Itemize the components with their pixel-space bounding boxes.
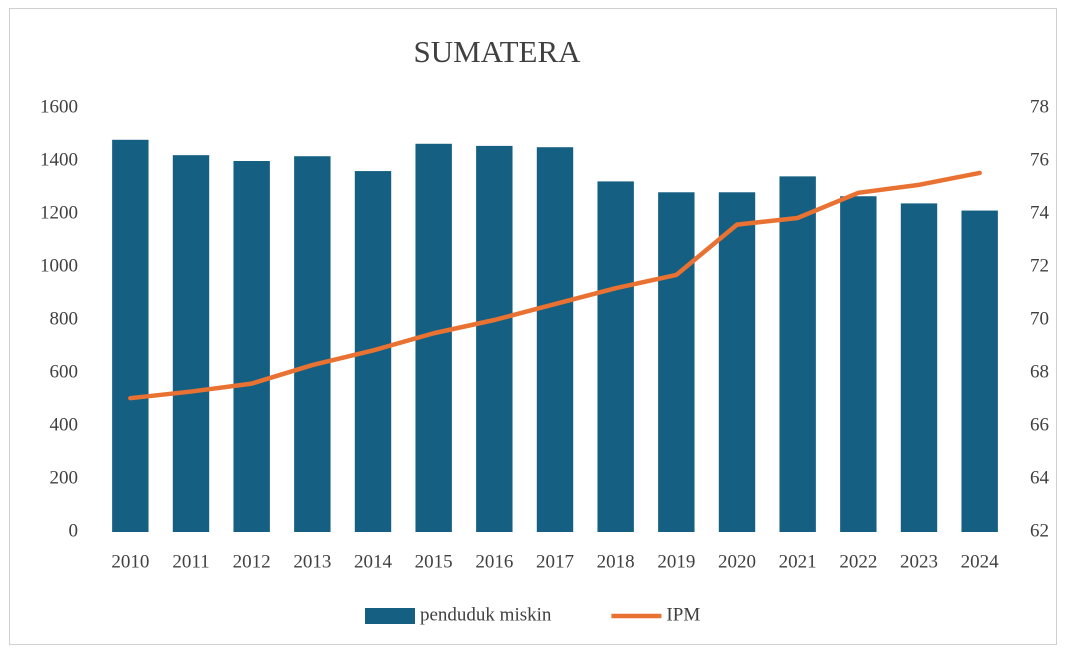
y2-tick-label: 66 — [1030, 414, 1049, 435]
y-tick-label: 1400 — [40, 149, 78, 170]
bar — [779, 176, 816, 532]
y-tick-label: 0 — [69, 520, 79, 541]
y2-tick-label: 74 — [1030, 202, 1050, 223]
x-tick-label: 2021 — [779, 551, 817, 572]
y-tick-label: 1000 — [40, 255, 78, 276]
x-tick-label: 2023 — [900, 551, 938, 572]
x-tick-label: 2016 — [475, 551, 513, 572]
x-tick-label: 2024 — [961, 551, 1000, 572]
bar — [294, 156, 331, 533]
line — [128, 170, 982, 401]
x-tick-label: 2018 — [597, 551, 635, 572]
y-tick-label: 1600 — [40, 96, 78, 117]
legend-label: penduduk miskin — [420, 604, 552, 625]
y2-tick-label: 70 — [1030, 308, 1049, 329]
x-tick-label: 2015 — [415, 551, 453, 572]
x-tick-label: 2012 — [233, 551, 271, 572]
bar — [172, 155, 210, 533]
y2-tick-label: 72 — [1030, 255, 1049, 276]
chart-title: SUMATERA — [413, 34, 581, 69]
bar — [476, 145, 513, 532]
x-tick-label: 2017 — [536, 551, 574, 572]
x-tick-label: 2014 — [354, 551, 393, 572]
y-tick-label: 600 — [50, 361, 79, 382]
x-tick-label: 2010 — [111, 551, 149, 572]
bar — [961, 210, 998, 532]
bar — [840, 196, 877, 532]
y2-tick-label: 76 — [1030, 149, 1049, 170]
legend-swatch — [365, 608, 415, 624]
bar — [112, 139, 149, 533]
y2-tick-label: 64 — [1030, 467, 1050, 488]
bar — [536, 147, 574, 532]
bar — [658, 192, 695, 532]
x-tick-label: 2019 — [657, 551, 695, 572]
x-tick-label: 2013 — [293, 551, 331, 572]
y-tick-label: 1200 — [40, 202, 78, 223]
y2-tick-label: 78 — [1030, 96, 1049, 117]
x-tick-label: 2011 — [172, 551, 209, 572]
y-tick-label: 800 — [50, 308, 79, 329]
bar — [718, 192, 756, 532]
chart-frame — [9, 8, 1057, 645]
x-tick-label: 2020 — [718, 551, 756, 572]
bar — [597, 181, 634, 532]
y-tick-label: 200 — [50, 467, 79, 488]
y2-tick-label: 68 — [1030, 361, 1049, 382]
y-tick-label: 400 — [50, 414, 79, 435]
x-tick-label: 2022 — [839, 551, 877, 572]
y2-tick-label: 62 — [1030, 520, 1049, 541]
bar — [233, 161, 270, 532]
legend-label: IPM — [666, 604, 700, 625]
bar — [900, 203, 938, 532]
